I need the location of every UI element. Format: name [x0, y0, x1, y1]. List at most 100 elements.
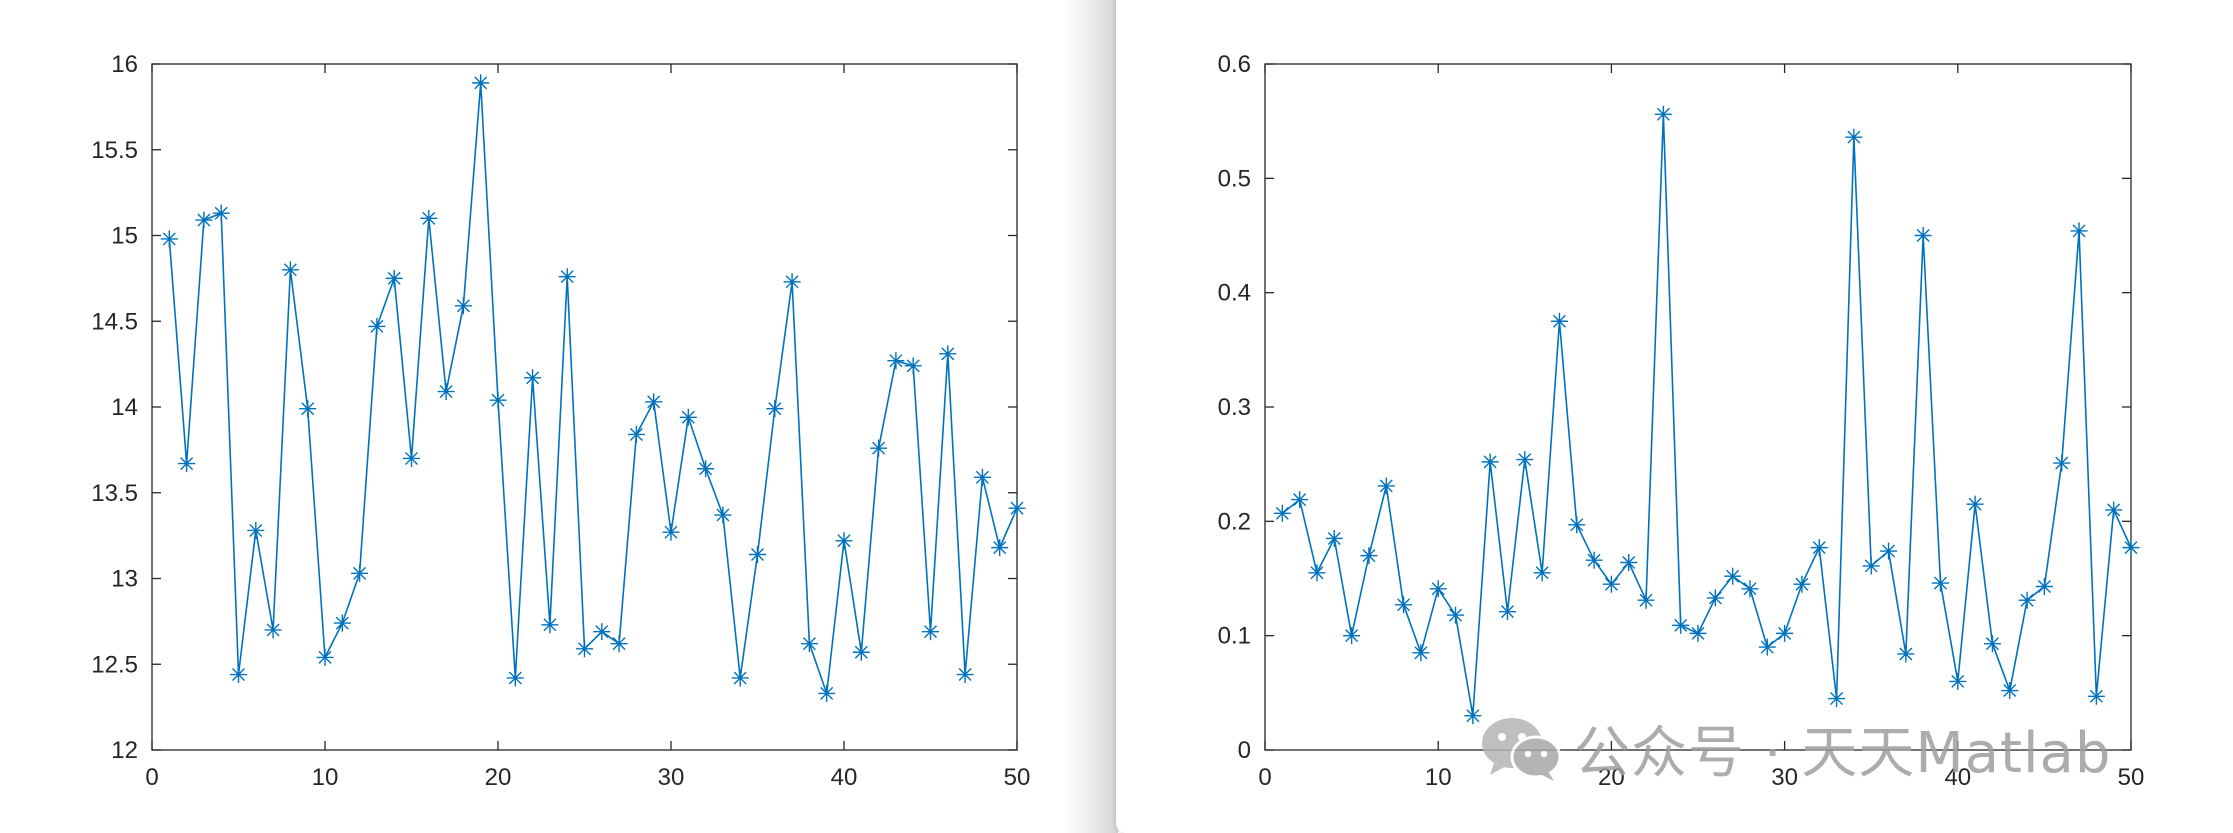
x-tick-label: 10 [1425, 764, 1452, 791]
y-tick-label: 12.5 [91, 651, 138, 678]
watermark-text: 公众号 · 天天Matlab [1574, 720, 2112, 786]
data-point-marker [973, 468, 991, 486]
data-point-marker [852, 643, 870, 661]
data-point-marker [2070, 222, 2088, 240]
data-point-marker [1343, 627, 1361, 645]
data-point-marker [1395, 596, 1413, 614]
data-point-marker [2105, 501, 2123, 519]
x-tick-label: 20 [485, 764, 512, 791]
x-tick-label: 10 [312, 764, 339, 791]
y-tick-label: 15.5 [91, 137, 138, 164]
data-point-marker [731, 669, 749, 687]
y-tick-label: 14 [111, 394, 138, 421]
data-point-marker [1550, 312, 1568, 330]
y-tick-label: 0 [1238, 737, 1251, 764]
data-point-marker [281, 261, 299, 279]
data-point-marker [454, 297, 472, 315]
data-point-marker [576, 640, 593, 658]
data-point-marker [2053, 454, 2071, 472]
data-point-marker [506, 669, 524, 687]
plot-area-box [1264, 63, 2132, 751]
data-point-marker [1602, 575, 1620, 593]
data-point-marker [1862, 557, 1880, 575]
data-point-marker [1949, 672, 1967, 690]
data-point-marker [264, 621, 282, 639]
data-point-marker [2035, 578, 2053, 596]
data-point-marker [697, 460, 715, 478]
data-point-marker [662, 523, 680, 541]
data-point-marker [541, 616, 559, 634]
data-point-marker [1706, 589, 1724, 607]
y-tick-label: 0.2 [1218, 508, 1251, 535]
wechat-icon [1482, 718, 1562, 781]
data-point-marker [1516, 451, 1534, 469]
data-point-marker [212, 204, 230, 222]
data-point-marker [160, 230, 178, 248]
data-point-marker [385, 269, 403, 287]
data-point-marker [524, 369, 542, 387]
data-point-marker [1776, 624, 1794, 642]
y-tick-label: 0.5 [1218, 165, 1251, 192]
x-tick-label: 40 [831, 764, 858, 791]
data-point-marker [403, 449, 420, 467]
data-point-marker [1931, 574, 1949, 592]
data-point-marker [351, 564, 369, 582]
data-point-marker [1568, 516, 1586, 534]
chart-left: 0 10 20 30 40 50 12 12.5 13 13.5 14 14.5 15 15.5 16 [91, 51, 1030, 791]
data-point-marker [1533, 564, 1551, 582]
data-point-marker [1966, 495, 1984, 513]
data-point-marker [610, 635, 628, 653]
data-point-marker [1498, 603, 1516, 621]
series-line [168, 82, 1018, 695]
data-point-marker [1464, 707, 1482, 725]
data-point-marker [1585, 551, 1603, 569]
data-point-marker [1429, 580, 1447, 598]
data-point-marker [956, 666, 974, 684]
data-point-marker [870, 439, 888, 457]
data-point-marker [420, 209, 438, 227]
data-point-marker [1724, 567, 1742, 585]
data-point-marker [1793, 575, 1811, 593]
x-tick-label: 50 [2118, 764, 2145, 791]
data-point-marker [437, 383, 455, 401]
x-tick-label: 40 [1944, 764, 1971, 791]
data-point-marker [783, 273, 801, 291]
data-point-marker [489, 391, 507, 409]
data-point-marker [1308, 564, 1326, 582]
y-tick-label: 13 [111, 566, 138, 593]
data-point-marker [835, 532, 853, 550]
data-point-marker [593, 623, 611, 641]
data-point-marker [178, 455, 196, 473]
data-point-marker [472, 74, 490, 92]
y-tick-label: 12 [111, 737, 138, 764]
y-tick-label: 0.4 [1218, 280, 1251, 307]
data-point-marker [195, 211, 213, 229]
data-point-marker [230, 666, 247, 684]
data-point-marker [1273, 504, 1291, 522]
data-point-marker [2001, 682, 2019, 700]
x-tick-label: 0 [145, 764, 158, 791]
data-point-marker [2018, 591, 2036, 609]
data-point-marker [1447, 606, 1465, 624]
data-point-marker [299, 400, 317, 418]
y-tick-label: 0.1 [1218, 623, 1251, 650]
data-point-marker [2122, 539, 2140, 557]
data-point-marker [2087, 687, 2105, 705]
data-point-marker [1637, 591, 1655, 609]
data-point-marker [1828, 690, 1846, 708]
data-point-marker [714, 506, 732, 524]
data-point-marker [1672, 616, 1690, 634]
y-tick-label: 0.6 [1218, 51, 1251, 78]
data-point-marker [818, 684, 836, 702]
data-point-marker [1880, 542, 1898, 560]
data-point-marker [1810, 539, 1828, 557]
y-tick-label: 0.3 [1218, 394, 1251, 421]
data-point-marker [1983, 635, 2001, 653]
watermark: 公众号 · 天天Matlab [1478, 712, 2111, 786]
data-point-marker [1897, 645, 1915, 663]
data-point-marker [316, 648, 334, 666]
data-point-marker [247, 521, 265, 539]
data-point-marker [766, 400, 784, 418]
x-tick-label: 30 [658, 764, 685, 791]
series-line [1281, 113, 2132, 717]
